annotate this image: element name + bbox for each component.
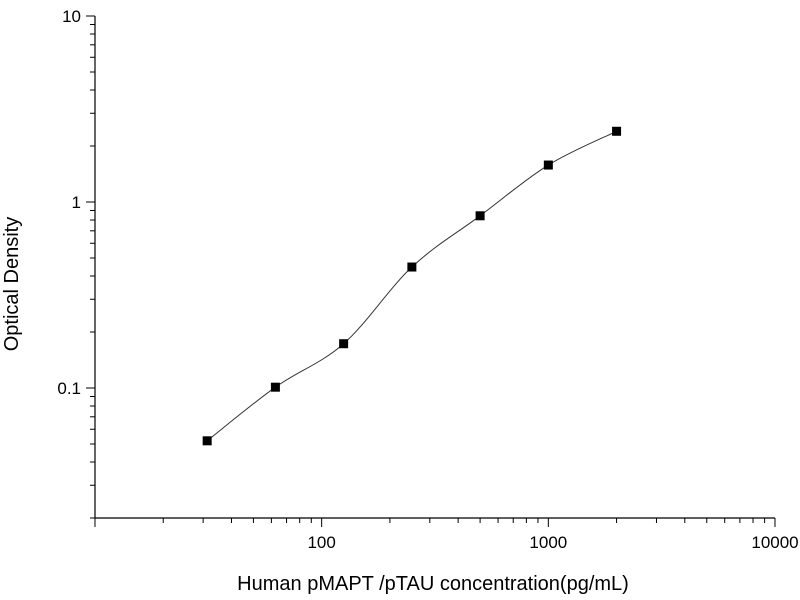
data-point [270, 382, 280, 392]
data-point [339, 339, 349, 349]
y-tick-label: 0.1 [57, 379, 81, 398]
axes [94, 16, 775, 519]
y-tick-label: 10 [62, 7, 81, 26]
x-axis-title: Human pMAPT /pTAU concentration(pg/mL) [237, 573, 629, 595]
data-point [407, 262, 417, 272]
data-point [612, 126, 622, 136]
data-point [475, 211, 485, 221]
tick-labels: 100 1000 10000 0.1 1 10 [57, 7, 798, 552]
data-point [543, 160, 553, 170]
data-point [202, 436, 212, 446]
y-axis-title: Optical Density [1, 217, 23, 352]
fit-curve-line [206, 130, 617, 442]
y-tick-label: 1 [72, 193, 81, 212]
x-tick-label: 100 [307, 533, 335, 552]
ticks [86, 15, 776, 527]
x-tick-label: 10000 [751, 533, 798, 552]
data-points [202, 126, 622, 446]
x-tick-label: 1000 [529, 533, 567, 552]
